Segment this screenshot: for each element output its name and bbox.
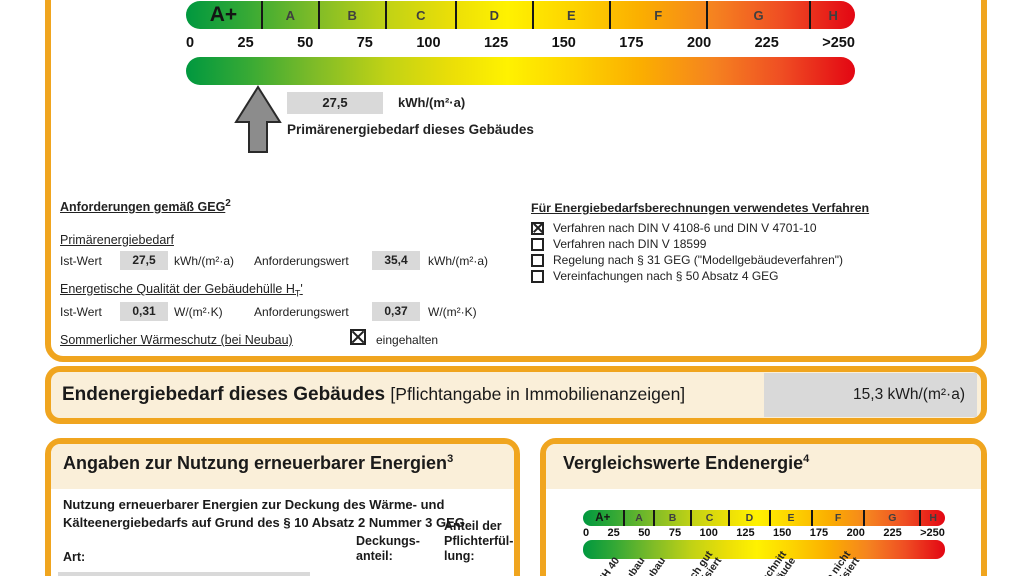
value-pointer-arrow-icon (234, 85, 282, 153)
scale-tick: 225 (883, 527, 902, 539)
scale-class-f: F (611, 1, 708, 29)
renewables-col-pflicht: Anteil der Pflichterfül- lung: (444, 519, 514, 563)
renewables-col-deckung: Deckungs- anteil: (356, 534, 420, 563)
scale-class-g: G (865, 510, 922, 526)
method-option-row: Verfahren nach DIN V 4108-6 und DIN V 47… (531, 220, 817, 236)
summer-protection-status: eingehalten (376, 333, 439, 347)
scale-class-a: A (625, 510, 656, 526)
method-option-label: Vereinfachungen nach § 50 Absatz 4 GEG (553, 269, 779, 283)
scale-class-h: H (929, 512, 937, 524)
scale-tick: 200 (846, 527, 865, 539)
final-energy-value-box: 15,3 kWh/(m²·a) (764, 373, 977, 417)
scale-class-aplus: A+ (583, 510, 625, 526)
scale-tick: 175 (619, 35, 644, 51)
primary-energy-caption: Primärenergiebedarf dieses Gebäudes (287, 122, 534, 137)
scale-class-a: A (263, 1, 320, 29)
scale-tick: 125 (483, 35, 509, 51)
scale-class-d: D (457, 1, 534, 29)
scale-tick: 0 (186, 35, 195, 51)
pe-ist-label: Ist-Wert (60, 254, 102, 268)
env-anf-unit: W/(m²·K) (428, 305, 477, 319)
renewables-title-strip (51, 444, 514, 489)
scale-class-bar: A+ A B C D E F G H (186, 1, 855, 29)
scale-class-aplus: A+ (186, 1, 263, 29)
scale-class-e: E (534, 1, 611, 29)
scale-class-h: H (828, 7, 838, 23)
scale-tick: 75 (668, 527, 682, 539)
summer-protection-heading: Sommerlicher Wärmeschutz (bei Neubau) (60, 333, 293, 347)
comparison-title: Vergleichswerte Endenergie4 (563, 453, 810, 473)
scale-tick: 25 (237, 35, 254, 51)
scale-tick: 150 (551, 35, 576, 51)
scale-tick: 100 (699, 527, 718, 539)
env-anf-value-box: 0,37 (372, 302, 420, 321)
scale-class-d: D (730, 510, 772, 526)
env-anf-label: Anforderungswert (254, 305, 349, 319)
scale-class-c: C (692, 510, 730, 526)
renewables-title: Angaben zur Nutzung erneuerbarer Energie… (63, 453, 454, 473)
method-option-row: Regelung nach § 31 GEG ("Modellgebäudeve… (531, 252, 843, 268)
pe-anf-value-box: 35,4 (372, 251, 420, 270)
checkbox-checked-icon (531, 221, 544, 235)
scale-class-b: B (655, 510, 692, 526)
scale-class-b: B (320, 1, 387, 29)
scale-tick: 50 (638, 527, 651, 539)
method-option-label: Verfahren nach DIN V 18599 (553, 237, 707, 251)
footnote-3: 3 (447, 453, 454, 465)
scale-gradient-bar (186, 57, 855, 85)
scale-tick-row: 0 25 50 75 100 125 150 175 200 225 >250 (186, 30, 855, 56)
scale-tick: 150 (773, 527, 792, 539)
final-energy-banner-note: [Pflichtangabe in Immobilienanzeigen] (390, 384, 686, 404)
scale-class-f: F (813, 510, 866, 526)
pe-ist-unit: kWh/(m²·a) (174, 254, 234, 268)
scale-tick: 75 (356, 35, 373, 51)
checkbox-icon (531, 253, 544, 267)
renewables-col-art: Art: (63, 550, 86, 564)
scale-tick-row: 0 25 50 75 100 125 150 175 200 225 >250 (583, 527, 945, 539)
primaerenergiebedarf-heading: Primärenergiebedarf (60, 233, 174, 247)
pe-ist-value-box: 27,5 (120, 251, 168, 270)
footnote-4: 4 (803, 453, 810, 465)
method-option-label: Regelung nach § 31 GEG ("Modellgebäudeve… (553, 253, 844, 267)
envelope-heading: Energetische Qualität der Gebäudehülle H… (60, 282, 303, 299)
env-ist-unit: W/(m²·K) (174, 305, 223, 319)
scale-tick: 125 (736, 527, 755, 539)
scale-tick: 25 (607, 527, 620, 539)
renewables-art-input-box (58, 572, 310, 576)
comparison-title-strip (546, 444, 981, 489)
renewables-body-text: Nutzung erneuerbarer Energien zur Deckun… (63, 497, 465, 530)
scale-tick: >250 (822, 35, 855, 51)
scale-class-e: E (771, 510, 813, 526)
primary-energy-unit: kWh/(m²·a) (398, 95, 466, 110)
requirements-heading: Anforderungen gemäß GEG2 (60, 197, 231, 214)
scale-tick: 100 (416, 35, 441, 51)
checkbox-icon (531, 269, 544, 283)
env-ist-value-box: 0,31 (120, 302, 168, 321)
primary-energy-value-box: 27,5 (287, 92, 383, 114)
scale-tick: 0 (583, 527, 590, 539)
method-option-label: Verfahren nach DIN V 4108-6 und DIN V 47… (553, 221, 817, 235)
scale-gradient-bar (583, 540, 945, 559)
summer-protection-checkbox-icon (350, 329, 366, 345)
scale-tick: 175 (809, 527, 829, 539)
method-option-row: Vereinfachungen nach § 50 Absatz 4 GEG (531, 268, 779, 284)
scale-tick: 200 (686, 35, 712, 51)
final-energy-banner-title: Endenergiebedarf dieses Gebäudes [Pflich… (62, 384, 686, 405)
pe-anf-label: Anforderungswert (254, 254, 349, 268)
scale-class-bar: A+ A B C D E F G H (583, 510, 945, 526)
method-option-row: Verfahren nach DIN V 18599 (531, 236, 706, 252)
footnote-2: 2 (225, 197, 231, 209)
scale-class-c: C (387, 1, 457, 29)
method-heading: Für Energiebedarfsberechnungen verwendet… (531, 201, 870, 215)
env-ist-label: Ist-Wert (60, 305, 102, 319)
comparison-energy-scale: A+ A B C D E F G H 0 25 50 75 100 125 150 175 200 225 >250 (583, 510, 945, 559)
scale-tick: 225 (754, 35, 779, 51)
primary-energy-scale: A+ A B C D E F G H 0 25 50 75 100 125 150 175 200 225 >250 (186, 1, 855, 85)
scale-tick: 50 (297, 35, 314, 51)
pe-anf-unit: kWh/(m²·a) (428, 254, 488, 268)
scale-class-g: G (708, 1, 812, 29)
scale-tick: >250 (920, 527, 945, 539)
checkbox-icon (531, 237, 544, 251)
